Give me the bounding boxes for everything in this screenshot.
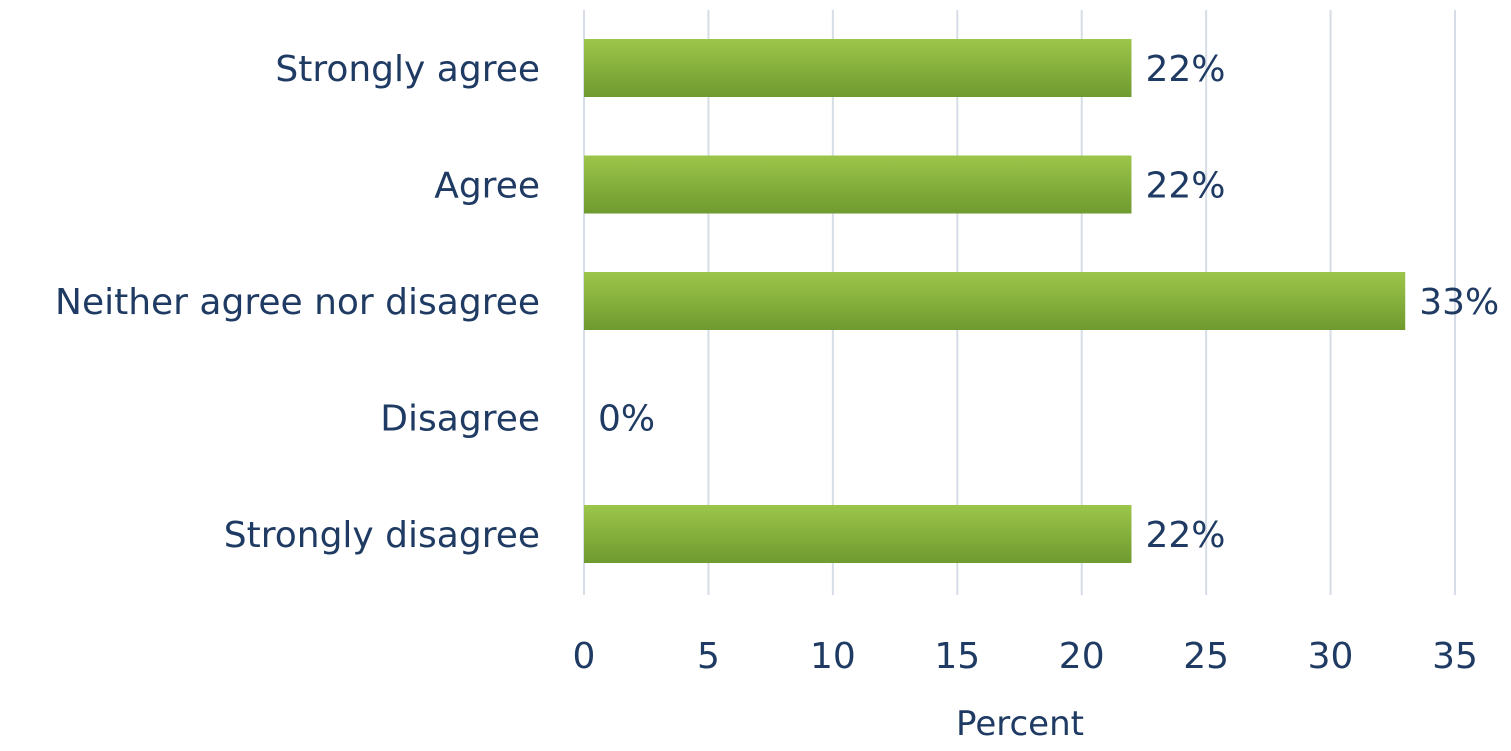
x-tick-label: 35 xyxy=(1432,636,1478,677)
data-label: 22% xyxy=(1145,49,1225,90)
data-label: 33% xyxy=(1419,282,1499,323)
x-tick-label: 15 xyxy=(934,636,980,677)
category-label: Neither agree nor disagree xyxy=(55,282,540,323)
bar-0 xyxy=(584,39,1132,97)
bars xyxy=(584,39,1406,563)
x-tick-label: 25 xyxy=(1183,636,1229,677)
labels: 0 5 10 15 20 25 30 35 Strongly agree 22% Agree 22% N… xyxy=(55,49,1499,677)
bar-4 xyxy=(584,505,1132,563)
data-label: 0% xyxy=(598,399,655,440)
x-tick-label: 10 xyxy=(810,636,856,677)
category-label: Agree xyxy=(434,166,540,207)
bar-1 xyxy=(584,155,1132,214)
x-tick-label: 5 xyxy=(697,636,720,677)
category-label: Disagree xyxy=(380,399,540,440)
data-label: 22% xyxy=(1145,515,1225,556)
x-axis-title: Percent xyxy=(956,704,1084,744)
x-tick-label: 30 xyxy=(1308,636,1354,677)
bar-2 xyxy=(584,272,1406,330)
data-label: 22% xyxy=(1145,166,1225,207)
x-tick-label: 20 xyxy=(1059,636,1105,677)
x-tick-label: 0 xyxy=(573,636,596,677)
category-label: Strongly disagree xyxy=(224,515,540,556)
category-label: Strongly agree xyxy=(275,49,540,90)
